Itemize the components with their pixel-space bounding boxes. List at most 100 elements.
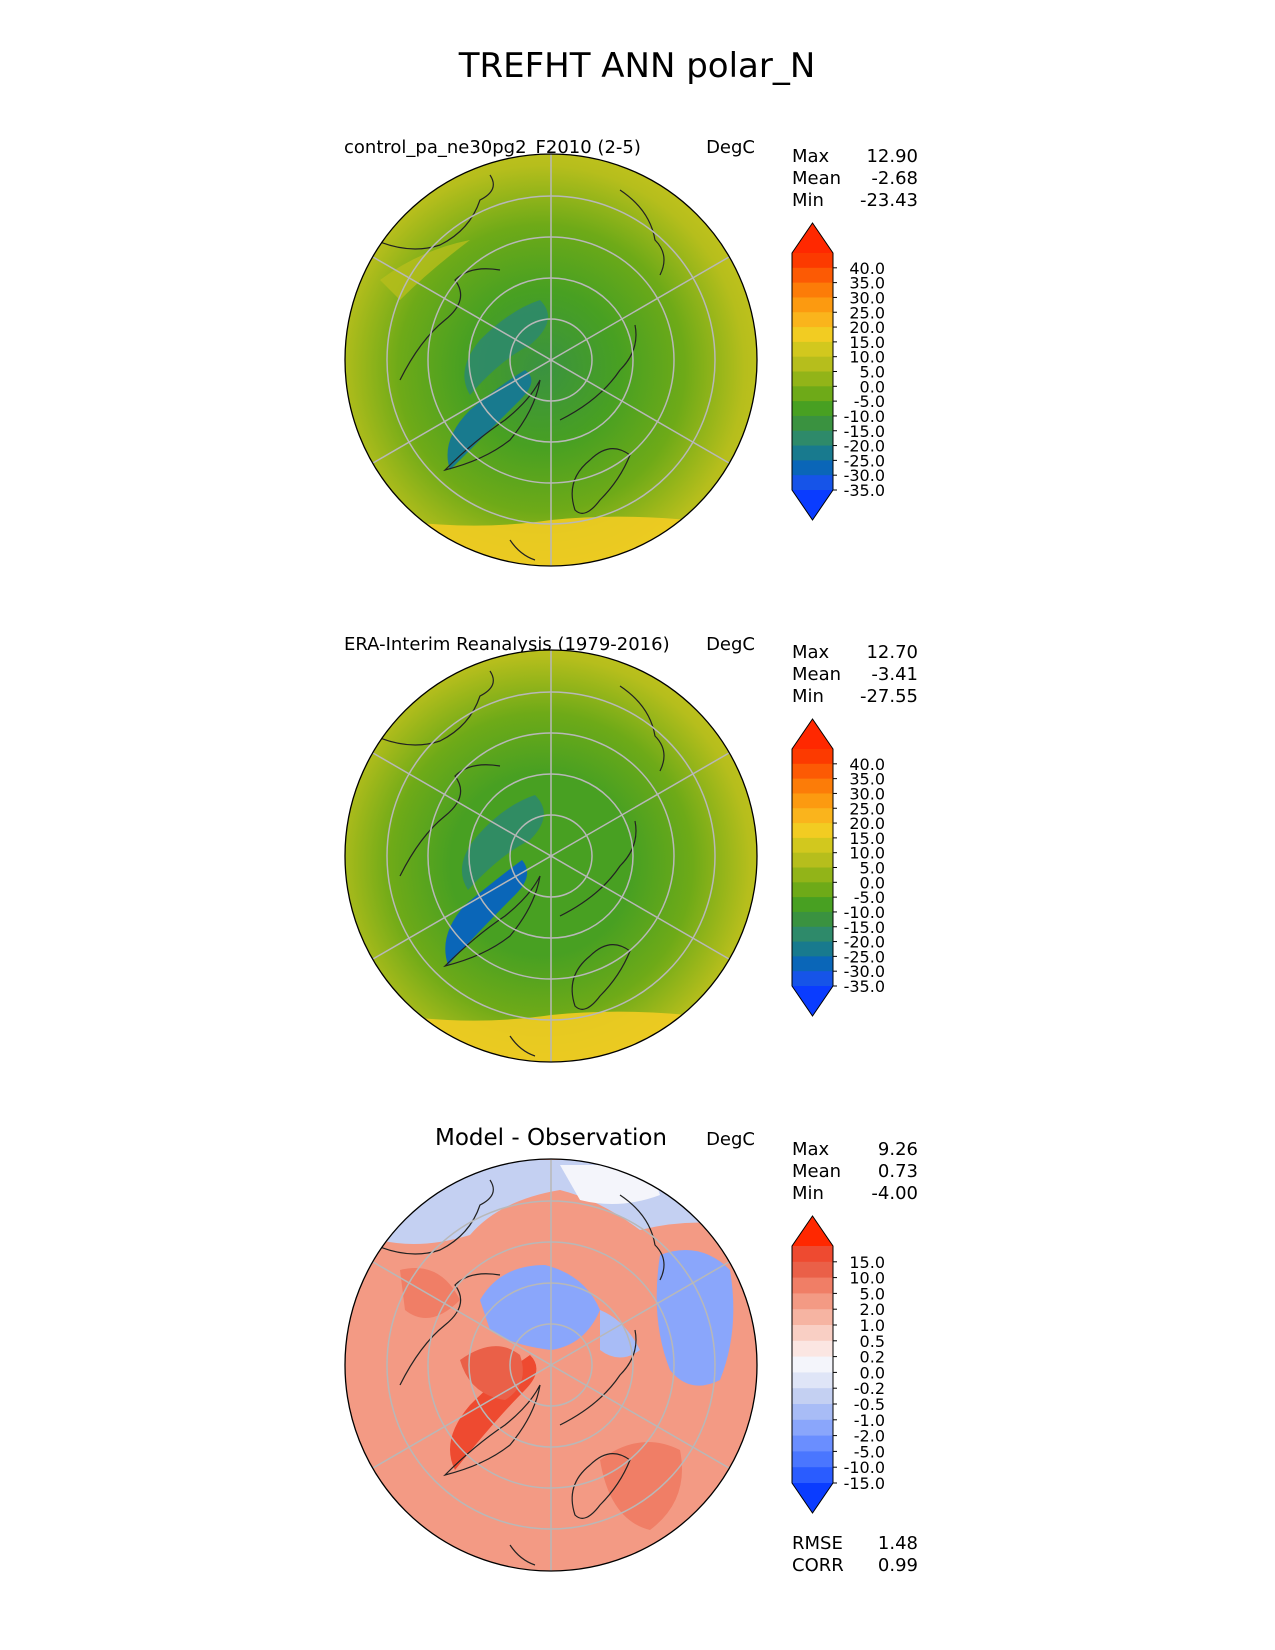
colorbar-band [792,1372,833,1389]
colorbar-band [792,763,833,780]
colorbar-tick-label: 5.0 [860,1284,885,1303]
colorbar-band [792,1356,833,1373]
colorbar-tick-label: 15.0 [849,333,885,352]
colorbar-band [792,749,833,765]
colorbar-band [792,1246,833,1263]
colorbar-tick-label: 5.0 [860,363,885,382]
colorbar-tick-label: 35.0 [849,274,885,293]
colorbar-tick-label: 10.0 [849,1269,885,1288]
colorbar-tick-label: -10.0 [844,1458,885,1477]
colorbar-tick-label: -30.0 [844,962,885,981]
colorbar-band [792,1293,833,1310]
colorbar-tick-label: 0.2 [860,1348,885,1367]
colorbar-band [792,1340,833,1358]
colorbar-extend-min [792,490,833,520]
colorbar-tick-label: 1.0 [860,1316,885,1335]
colorbar-reference: 40.035.030.025.020.015.010.05.00.0-5.0-1… [791,718,885,1017]
colorbar-band [792,867,833,883]
colorbar-band [792,460,833,476]
stat-value-max: 9.26 [878,1139,918,1160]
colorbar-band [792,778,833,794]
colorbar-tick-label: 40.0 [849,259,885,278]
colorbar-tick-label: -25.0 [844,947,885,966]
panel-difference-units: DegC [706,1129,755,1150]
colorbar-tick-label: 35.0 [849,770,885,789]
colorbar-band [792,430,833,447]
panel-test-units: DegC [706,137,755,158]
figure-title: TREFHT ANN polar_N [458,46,816,86]
colorbar-tick-label: -5.0 [854,888,885,907]
colorbar-band [792,371,833,387]
stat-value-mean: 0.73 [878,1161,918,1182]
panel-test-stats: Max 12.90 Mean -2.68 Min -23.43 [792,146,918,211]
colorbar-tick-label: 5.0 [860,859,885,878]
colorbar-band [792,445,833,461]
colorbar-tick-label: -15.0 [844,1474,885,1493]
colorbar-extend-min [792,986,833,1016]
colorbar-tick-label: -25.0 [844,451,885,470]
colorbar-tick-label: -20.0 [844,437,885,456]
colorbar-band [792,793,833,809]
colorbar-tick-label: 0.0 [860,377,885,396]
colorbar-tick-label: 0.5 [860,1332,885,1351]
panel-reference-title: ERA-Interim Reanalysis (1979-2016) [344,634,670,655]
colorbar-tick-label: -2.0 [854,1427,885,1446]
stat-label-max: Max [792,642,830,663]
colorbar-band [792,401,833,417]
panel-reference-map [345,650,757,1062]
colorbar-band [792,1451,833,1468]
stat-value-mean: -3.41 [871,664,918,685]
colorbar-tick-label: 10.0 [849,844,885,863]
colorbar-extend-max [792,1216,833,1246]
stat-label-max: Max [792,1139,830,1160]
colorbar-tick-label: -10.0 [844,903,885,922]
colorbar-tick-label: 10.0 [849,348,885,367]
panel-reference-stats: Max 12.70 Mean -3.41 Min -27.55 [792,642,918,707]
colorbar-tick-label: -15.0 [844,422,885,441]
colorbar-tick-label: -20.0 [844,933,885,952]
colorbar-band [792,911,833,928]
panel-test-map [345,154,757,566]
panel-difference-title: Model - Observation [435,1125,667,1151]
colorbar-tick-label: -15.0 [844,918,885,937]
stat-label-max: Max [792,146,830,167]
colorbar-band [792,1388,833,1405]
metric-value-rmse: 1.48 [878,1533,918,1554]
panel-difference-metrics: RMSE 1.48 CORR 0.99 [792,1533,918,1576]
colorbar-tick-label: -35.0 [844,481,885,500]
stat-value-max: 12.90 [866,146,918,167]
stat-value-min: -27.55 [860,686,918,707]
colorbar-extend-max [792,223,833,253]
colorbar-band [792,267,833,284]
colorbar-band [792,1325,833,1342]
colorbar-band [792,808,833,824]
colorbar-band [792,341,833,358]
colorbar-band [792,852,833,868]
colorbar-extend-min [792,1483,833,1513]
colorbar-band [792,823,833,839]
metric-label-rmse: RMSE [792,1533,843,1554]
colorbar-tick-label: -1.0 [854,1411,885,1430]
colorbar-band [792,882,833,898]
colorbar-band [792,1277,833,1294]
colorbar-band [792,1435,833,1452]
panel-difference: Model - Observation DegC Max 9.26 Mean 0… [344,1125,918,1576]
panel-reference-units: DegC [706,634,755,655]
colorbar-tick-label: 25.0 [849,799,885,818]
colorbar-tick-label: -35.0 [844,977,885,996]
panel-difference-map [345,1159,757,1571]
stat-label-min: Min [792,686,824,707]
colorbar-test: 40.035.030.025.020.015.010.05.00.0-5.0-1… [791,222,885,521]
colorbar-band [792,386,833,402]
colorbar-band [792,475,833,491]
colorbar-extend-max [792,719,833,749]
panel-test: control_pa_ne30pg2_F2010 (2-5) DegC Max … [344,137,918,567]
stat-value-max: 12.70 [866,642,918,663]
panel-difference-stats: Max 9.26 Mean 0.73 Min -4.00 [792,1139,918,1204]
colorbar-tick-label: -0.2 [854,1379,885,1398]
colorbar-band [792,837,833,854]
stat-value-min: -4.00 [871,1183,918,1204]
panel-reference: ERA-Interim Reanalysis (1979-2016) DegC … [344,634,918,1063]
stat-label-min: Min [792,1183,824,1204]
